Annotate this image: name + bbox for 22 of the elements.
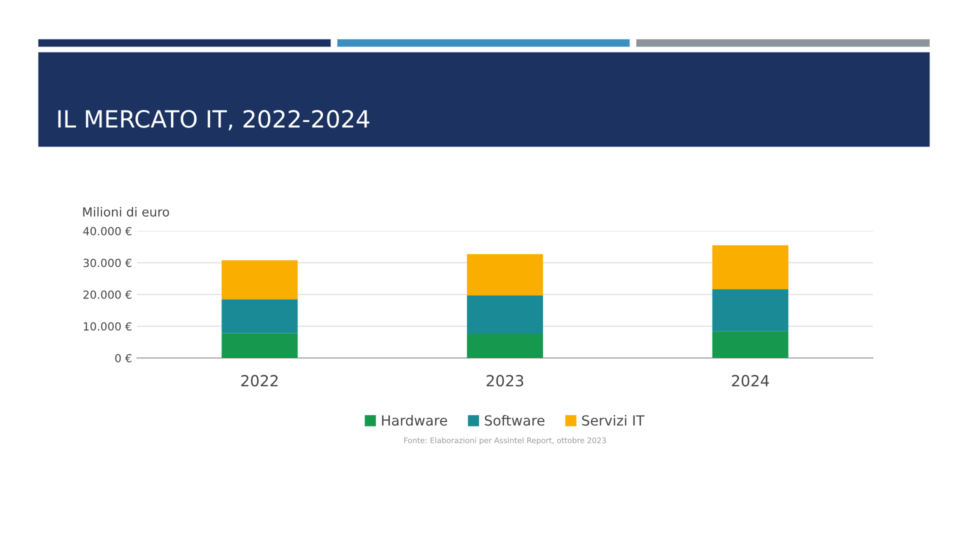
x-tick-label: 2024 bbox=[732, 374, 769, 386]
bar bbox=[222, 260, 298, 300]
legend-label: Hardware bbox=[382, 414, 448, 426]
bar bbox=[712, 331, 788, 358]
bar bbox=[466, 334, 544, 358]
y-tick-label: 0 € bbox=[115, 354, 132, 362]
bar bbox=[222, 299, 298, 334]
y-axis-title: Milioni di euro bbox=[83, 206, 170, 217]
y-tick-label: 20.000 € bbox=[83, 290, 132, 299]
bar bbox=[466, 295, 544, 334]
y-tick-label: 40.000 € bbox=[83, 226, 132, 236]
bar bbox=[466, 254, 544, 296]
y-tick-label: 10.000 € bbox=[84, 322, 132, 331]
bar bbox=[712, 289, 788, 332]
x-tick-label: 2022 bbox=[241, 374, 278, 386]
x-tick-label: 2023 bbox=[486, 374, 524, 386]
y-tick-label: 30.000 € bbox=[84, 258, 132, 268]
bar bbox=[712, 245, 788, 290]
legend-label: Servizi IT bbox=[582, 414, 645, 426]
legend-label: Software bbox=[484, 414, 544, 426]
chart-title: IL MERCATO IT, 2022-2024 bbox=[58, 110, 370, 130]
bar bbox=[222, 333, 298, 358]
